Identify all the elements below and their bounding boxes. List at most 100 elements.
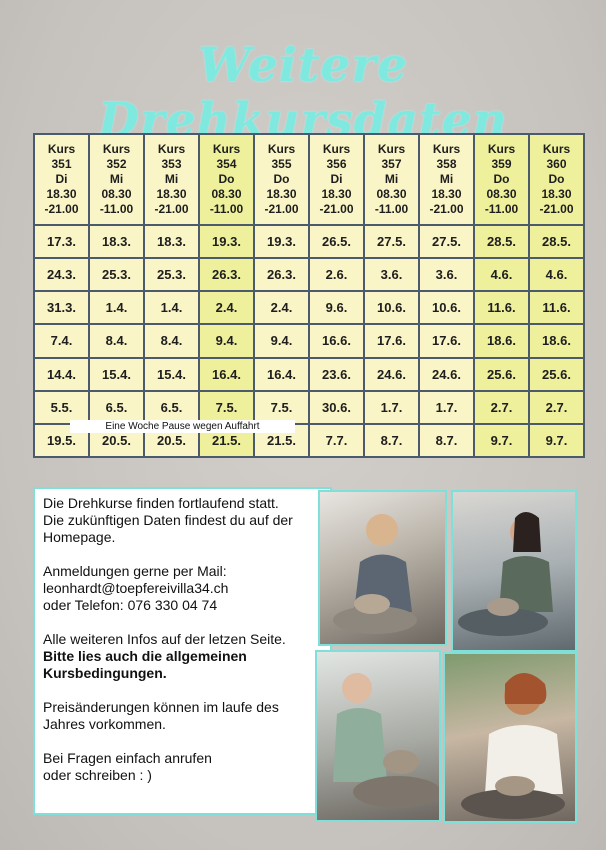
date-cell: 28.5. [473, 223, 530, 260]
header-line: 352 [106, 157, 127, 171]
text-line[interactable]: leonhardt@toepfereivilla34.ch [43, 580, 229, 596]
header-line: 358 [436, 157, 457, 171]
text-line: Jahres vorkommen. [43, 716, 166, 732]
header-line: Kurs [322, 142, 351, 156]
date-cell: 1.4. [143, 290, 200, 326]
header-line: -21.00 [44, 202, 79, 216]
table-row: 31.3. 1.4. 1.4. 2.4. 2.4. 9.6. 10.6. 10.6. 11.6.… [33, 290, 585, 326]
header-cell: Kurs 354 Do 08.30 -11.00 [198, 133, 255, 226]
header-line: -11.00 [484, 202, 519, 216]
date-cell: 4.6. [528, 257, 585, 293]
text-line: Alle weiteren Infos auf der letzen Seite… [43, 631, 286, 647]
date-cell: 26.3. [198, 257, 255, 293]
photo [451, 490, 577, 652]
date-cell: 1.7. [363, 389, 420, 425]
date-cell: 30.6. [308, 389, 365, 425]
photo [315, 650, 441, 822]
date-cell: 15.4. [88, 356, 145, 392]
header-cell: Kurs 355 Do 18.30 -21.00 [253, 133, 310, 226]
header-line: Di [55, 172, 68, 186]
date-cell: 6.5. [143, 389, 200, 425]
table-header: Kurs 351 Di 18.30 -21.00 Kurs 352 Mi 08.30 -11.00… [33, 133, 585, 226]
date-cell: 5.5. [33, 389, 90, 425]
header-line: Kurs [102, 142, 131, 156]
header-line: -21.00 [319, 202, 354, 216]
date-cell: 17.6. [363, 323, 420, 359]
header-line: -11.00 [209, 202, 244, 216]
header-cell: Kurs 358 Mi 18.30 -21.00 [418, 133, 475, 226]
date-cell: 26.5. [308, 223, 365, 260]
header-line: 359 [491, 157, 512, 171]
date-cell: 28.5. [528, 223, 585, 260]
date-cell: 8.4. [143, 323, 200, 359]
text-line: Die zukünftigen Daten findest du auf der [43, 512, 293, 528]
date-cell: 27.5. [363, 223, 420, 260]
paragraph: Anmeldungen gerne per Mail: leonhardt@to… [43, 563, 322, 614]
date-cell: 16.6. [308, 323, 365, 359]
header-line: 357 [381, 157, 402, 171]
date-cell: 11.6. [473, 290, 530, 326]
date-cell: 16.4. [253, 356, 310, 392]
date-cell: 31.3. [33, 290, 90, 326]
table-row: 14.4. 15.4. 15.4. 16.4. 16.4. 23.6. 24.6. 24.6.… [33, 356, 585, 392]
date-cell: 9.7. [473, 422, 530, 459]
text-line: oder Telefon: 076 330 04 74 [43, 597, 218, 613]
date-cell: 16.4. [198, 356, 255, 392]
header-line: Kurs [377, 142, 406, 156]
date-cell: 17.3. [33, 223, 90, 260]
header-line: 18.30 [321, 187, 352, 201]
table-row: 17.3. 18.3. 18.3. 19.3. 19.3. 26.5. 27.5. 27.5.… [33, 223, 585, 260]
date-cell: 6.5. [88, 389, 145, 425]
header-line: 18.30 [266, 187, 297, 201]
header-line: -21.00 [154, 202, 189, 216]
header-line: Kurs [542, 142, 571, 156]
header-line: -21.00 [264, 202, 299, 216]
text-line: Die Drehkurse finden fortlaufend statt. [43, 495, 279, 511]
header-line: Kurs [487, 142, 516, 156]
header-line: 08.30 [486, 187, 517, 201]
header-line: 18.30 [46, 187, 77, 201]
date-cell: 1.7. [418, 389, 475, 425]
header-cell: Kurs 360 Do 18.30 -21.00 [528, 133, 585, 226]
date-cell: 9.6. [308, 290, 365, 326]
header-line: Kurs [267, 142, 296, 156]
date-cell: 2.4. [198, 290, 255, 326]
date-cell: 10.6. [418, 290, 475, 326]
date-cell: 4.6. [473, 257, 530, 293]
info-box: Die Drehkurse finden fortlaufend statt. … [33, 487, 332, 815]
date-cell: 7.5. [198, 389, 255, 425]
header-line: 08.30 [376, 187, 407, 201]
header-line: Do [493, 172, 510, 186]
date-cell: 25.6. [528, 356, 585, 392]
header-line: Di [330, 172, 343, 186]
date-cell: 9.4. [253, 323, 310, 359]
date-cell: 1.4. [88, 290, 145, 326]
header-cell: Kurs 357 Mi 08.30 -11.00 [363, 133, 420, 226]
header-line: 360 [546, 157, 567, 171]
date-cell: 18.6. [528, 323, 585, 359]
date-cell: 15.4. [143, 356, 200, 392]
photo-content [333, 673, 439, 808]
photo-content [458, 512, 553, 636]
header-line: -11.00 [374, 202, 409, 216]
header-line: Mi [439, 172, 454, 186]
header-line: Mi [164, 172, 179, 186]
header-line: Kurs [432, 142, 461, 156]
header-cell: Kurs 352 Mi 08.30 -11.00 [88, 133, 145, 226]
header-cell: Kurs 351 Di 18.30 -21.00 [33, 133, 90, 226]
date-cell: 2.7. [473, 389, 530, 425]
header-line: Do [273, 172, 290, 186]
date-cell: 25.6. [473, 356, 530, 392]
photo [318, 490, 447, 646]
schedule-table: Kurs 351 Di 18.30 -21.00 Kurs 352 Mi 08.30 -11.00… [33, 133, 585, 459]
header-line: 351 [51, 157, 72, 171]
header-line: Mi [384, 172, 399, 186]
date-cell: 18.3. [143, 223, 200, 260]
header-line: -21.00 [539, 202, 574, 216]
header-line: 18.30 [431, 187, 462, 201]
date-cell: 8.7. [418, 422, 475, 459]
date-cell: 24.6. [418, 356, 475, 392]
date-cell: 8.4. [88, 323, 145, 359]
header-line: 356 [326, 157, 347, 171]
